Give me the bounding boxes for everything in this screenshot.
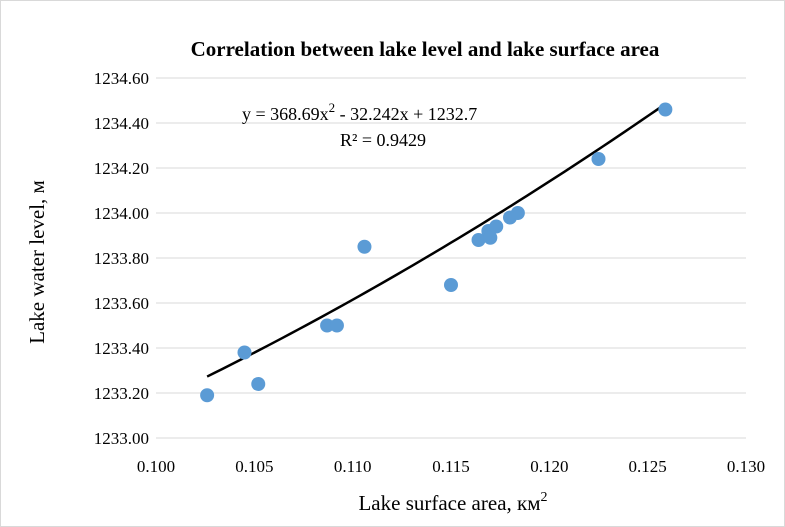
equation-part-2: - 32.242x + 1232.7 xyxy=(335,104,477,124)
data-point xyxy=(591,152,606,166)
x-tick-labels: 0.100 0.105 0.110 0.115 0.120 0.125 0.130 xyxy=(137,457,765,476)
y-tick-label: 1234.60 xyxy=(94,69,149,88)
data-point xyxy=(483,230,498,245)
trendline-equation: y = 368.69x2 - 32.242x + 1232.7 xyxy=(242,100,477,124)
y-axis-label: Lake water level, м xyxy=(25,180,49,344)
data-point xyxy=(329,318,344,333)
y-tick-label: 1233.60 xyxy=(94,294,149,313)
x-axis-label-superscript: 2 xyxy=(541,490,548,505)
x-tick-label: 0.110 xyxy=(334,457,372,476)
x-tick-label: 0.130 xyxy=(727,457,765,476)
data-point xyxy=(320,318,335,333)
x-tick-label: 0.115 xyxy=(432,457,470,476)
y-tick-label: 1234.00 xyxy=(94,204,149,223)
x-tick-label: 0.105 xyxy=(235,457,273,476)
y-tick-label: 1233.40 xyxy=(94,339,149,358)
chart-title: Correlation between lake level and lake … xyxy=(191,37,660,61)
x-tick-label: 0.100 xyxy=(137,457,175,476)
x-tick-label: 0.120 xyxy=(530,457,568,476)
y-tick-label: 1233.20 xyxy=(94,384,149,403)
data-point xyxy=(444,278,458,292)
equation-part-1: y = 368.69x xyxy=(242,104,329,124)
data-point xyxy=(200,388,215,403)
x-tick-label: 0.125 xyxy=(629,457,667,476)
data-points xyxy=(200,102,673,403)
data-point xyxy=(357,239,372,254)
gridlines xyxy=(156,77,746,394)
data-point xyxy=(658,102,673,117)
y-tick-label: 1234.40 xyxy=(94,114,149,133)
x-axis-label-text: Lake surface area, км xyxy=(358,491,540,515)
y-tick-label: 1233.80 xyxy=(94,249,149,268)
trendline-group xyxy=(206,104,665,378)
y-tick-label: 1233.00 xyxy=(94,429,149,448)
x-axis-label: Lake surface area, км2 xyxy=(358,490,547,515)
r-squared-label: R² = 0.9429 xyxy=(340,130,426,150)
trendline xyxy=(206,104,665,378)
data-point xyxy=(237,345,252,360)
y-tick-labels: 1233.00 1233.20 1233.40 1233.60 1233.80 1234.… xyxy=(94,69,149,448)
y-tick-label: 1234.20 xyxy=(94,159,149,178)
data-point xyxy=(489,219,504,234)
data-point xyxy=(471,233,486,247)
data-point xyxy=(251,377,266,391)
equation-superscript: 2 xyxy=(329,100,336,115)
data-point xyxy=(510,206,525,220)
